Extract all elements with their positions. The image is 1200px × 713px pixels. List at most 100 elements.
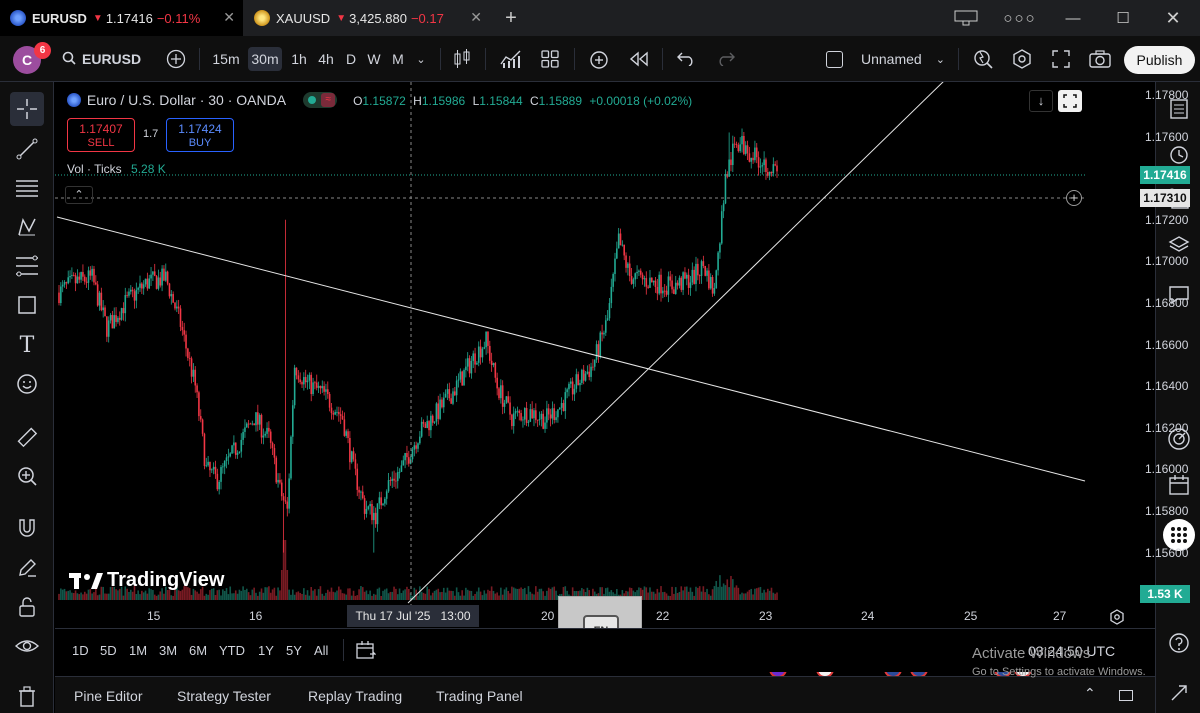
interval-w[interactable]: W — [367, 51, 381, 67]
calendar-icon[interactable] — [1162, 468, 1196, 502]
draw-mode-icon[interactable] — [10, 551, 44, 585]
interval-30m[interactable]: 30m — [247, 36, 283, 82]
layers-icon[interactable] — [1162, 228, 1196, 262]
candle — [382, 503, 384, 506]
expand-icon[interactable] — [1162, 676, 1196, 710]
add-alert-icon[interactable]: + — [1066, 190, 1082, 206]
maximize-panel-icon[interactable] — [1119, 690, 1133, 701]
axis-settings-icon[interactable] — [1109, 609, 1125, 628]
range-1y[interactable]: 1Y — [258, 643, 274, 658]
candle — [588, 371, 591, 377]
tradingview-logo[interactable]: TradingView — [69, 569, 224, 592]
price-chart[interactable] — [55, 82, 1155, 627]
range-ytd[interactable]: YTD — [219, 643, 245, 658]
more-icon[interactable]: ○○○ — [1003, 9, 1037, 27]
sell-button[interactable]: 1.17407 SELL — [67, 118, 135, 152]
range-6m[interactable]: 6M — [189, 643, 208, 658]
volume-legend[interactable]: Vol · Ticks 5.28 K — [67, 162, 166, 176]
buy-button[interactable]: 1.17424 BUY — [166, 118, 234, 152]
interval-15m[interactable]: 15m — [212, 51, 240, 67]
volume-bar — [126, 588, 128, 600]
replay-icon[interactable] — [626, 36, 652, 82]
close-tab-icon[interactable]: ✕ — [470, 9, 482, 25]
ascending-trend-line[interactable] — [407, 82, 945, 604]
volume-bar — [282, 540, 285, 600]
collapse-legend-button[interactable]: ⌃ — [65, 186, 93, 204]
undo-icon[interactable] — [674, 36, 698, 82]
volume-bar — [321, 593, 324, 600]
settings-icon[interactable] — [1009, 36, 1035, 82]
minimize-icon[interactable]: — — [1065, 9, 1081, 27]
emoji-icon[interactable] — [10, 367, 44, 401]
ruler-icon[interactable] — [10, 420, 44, 454]
maximize-pane-icon[interactable] — [1058, 90, 1082, 112]
maximize-icon[interactable]: ☐ — [1116, 10, 1130, 27]
compare-add-icon[interactable] — [164, 36, 188, 82]
crosshair-icon[interactable] — [10, 92, 44, 126]
magnet-icon[interactable] — [10, 511, 44, 545]
lock-icon[interactable] — [10, 590, 44, 624]
symbol-search-button[interactable]: EURUSD — [62, 36, 178, 82]
interval-4h[interactable]: 4h — [318, 51, 334, 67]
tab-xauusd[interactable]: XAUUSD ▼ 3,425.880 −0.17 ✕ — [244, 0, 490, 36]
interval-m[interactable]: M — [392, 51, 404, 67]
horizontal-lines-icon[interactable] — [10, 171, 44, 205]
layout-icon[interactable] — [943, 0, 989, 36]
indicators-icon[interactable] — [498, 36, 524, 82]
interval-d[interactable]: D — [345, 51, 357, 67]
candle — [131, 289, 134, 292]
help-icon[interactable] — [1162, 626, 1196, 660]
target-icon[interactable] — [1162, 422, 1196, 456]
alarm-clock-icon[interactable] — [1162, 137, 1196, 171]
chevron-down-icon[interactable]: ⌄ — [416, 53, 426, 66]
legend-title[interactable]: Euro / U.S. Dollar · 30 · OANDA — [86, 92, 286, 108]
range-5y[interactable]: 5Y — [286, 643, 302, 658]
range-1m[interactable]: 1M — [129, 643, 148, 658]
range-all[interactable]: All — [314, 643, 329, 658]
rectangle-icon[interactable] — [10, 288, 44, 322]
close-tab-icon[interactable]: ✕ — [223, 9, 235, 25]
fib-icon[interactable] — [10, 249, 44, 283]
volume-bar — [444, 592, 447, 600]
volume-bar — [91, 593, 93, 600]
camera-icon[interactable] — [1087, 36, 1113, 82]
descending-trend-line[interactable] — [56, 216, 1086, 482]
interval-1h[interactable]: 1h — [291, 51, 307, 67]
tab-trading-panel[interactable]: Trading Panel — [436, 688, 523, 704]
range-5d[interactable]: 5D — [100, 643, 117, 658]
candle — [257, 412, 259, 425]
chat-icon[interactable] — [1162, 278, 1196, 312]
trash-icon[interactable] — [10, 680, 44, 713]
eye-icon[interactable] — [10, 629, 44, 663]
text-icon[interactable]: T — [19, 332, 35, 358]
volume-bar — [441, 591, 443, 600]
alert-icon[interactable] — [586, 36, 612, 82]
templates-icon[interactable] — [537, 36, 563, 82]
clock[interactable]: 03:24:50 UTC — [1028, 643, 1116, 659]
tab-strategy-tester[interactable]: Strategy Tester — [177, 688, 271, 704]
volume-bar — [724, 585, 727, 600]
range-1d[interactable]: 1D — [72, 643, 89, 658]
candles-icon[interactable] — [450, 36, 474, 82]
publish-button[interactable]: Publish — [1124, 46, 1195, 74]
apps-grid-icon[interactable] — [1162, 518, 1196, 552]
scroll-down-icon[interactable]: ↓ — [1029, 90, 1053, 112]
zoom-icon[interactable] — [10, 459, 44, 493]
date-range-calendar-icon[interactable] — [356, 640, 377, 663]
new-tab-icon[interactable]: + — [505, 6, 517, 29]
layout-name-button[interactable]: Unnamed ⌄ — [826, 36, 948, 82]
fullscreen-icon[interactable] — [1048, 36, 1074, 82]
candles — [58, 128, 778, 553]
redo-icon[interactable] — [714, 36, 738, 82]
tab-pine-editor[interactable]: Pine Editor — [74, 688, 143, 704]
watchlist-icon[interactable] — [1162, 92, 1196, 126]
tab-eurusd[interactable]: EURUSD ▼ 1.17416 −0.11% ✕ — [0, 0, 243, 36]
close-window-icon[interactable]: ✕ — [1165, 7, 1181, 28]
tab-replay-trading[interactable]: Replay Trading — [308, 688, 403, 704]
quick-search-icon[interactable] — [970, 36, 996, 82]
collapse-panel-icon[interactable]: ⌃ — [1084, 685, 1096, 701]
range-3m[interactable]: 3M — [159, 643, 178, 658]
trend-line-icon[interactable] — [10, 132, 44, 166]
pattern-icon[interactable] — [10, 210, 44, 244]
chart-pane[interactable]: Euro / U.S. Dollar · 30 · OANDA ≈ O1.158… — [55, 82, 1190, 678]
